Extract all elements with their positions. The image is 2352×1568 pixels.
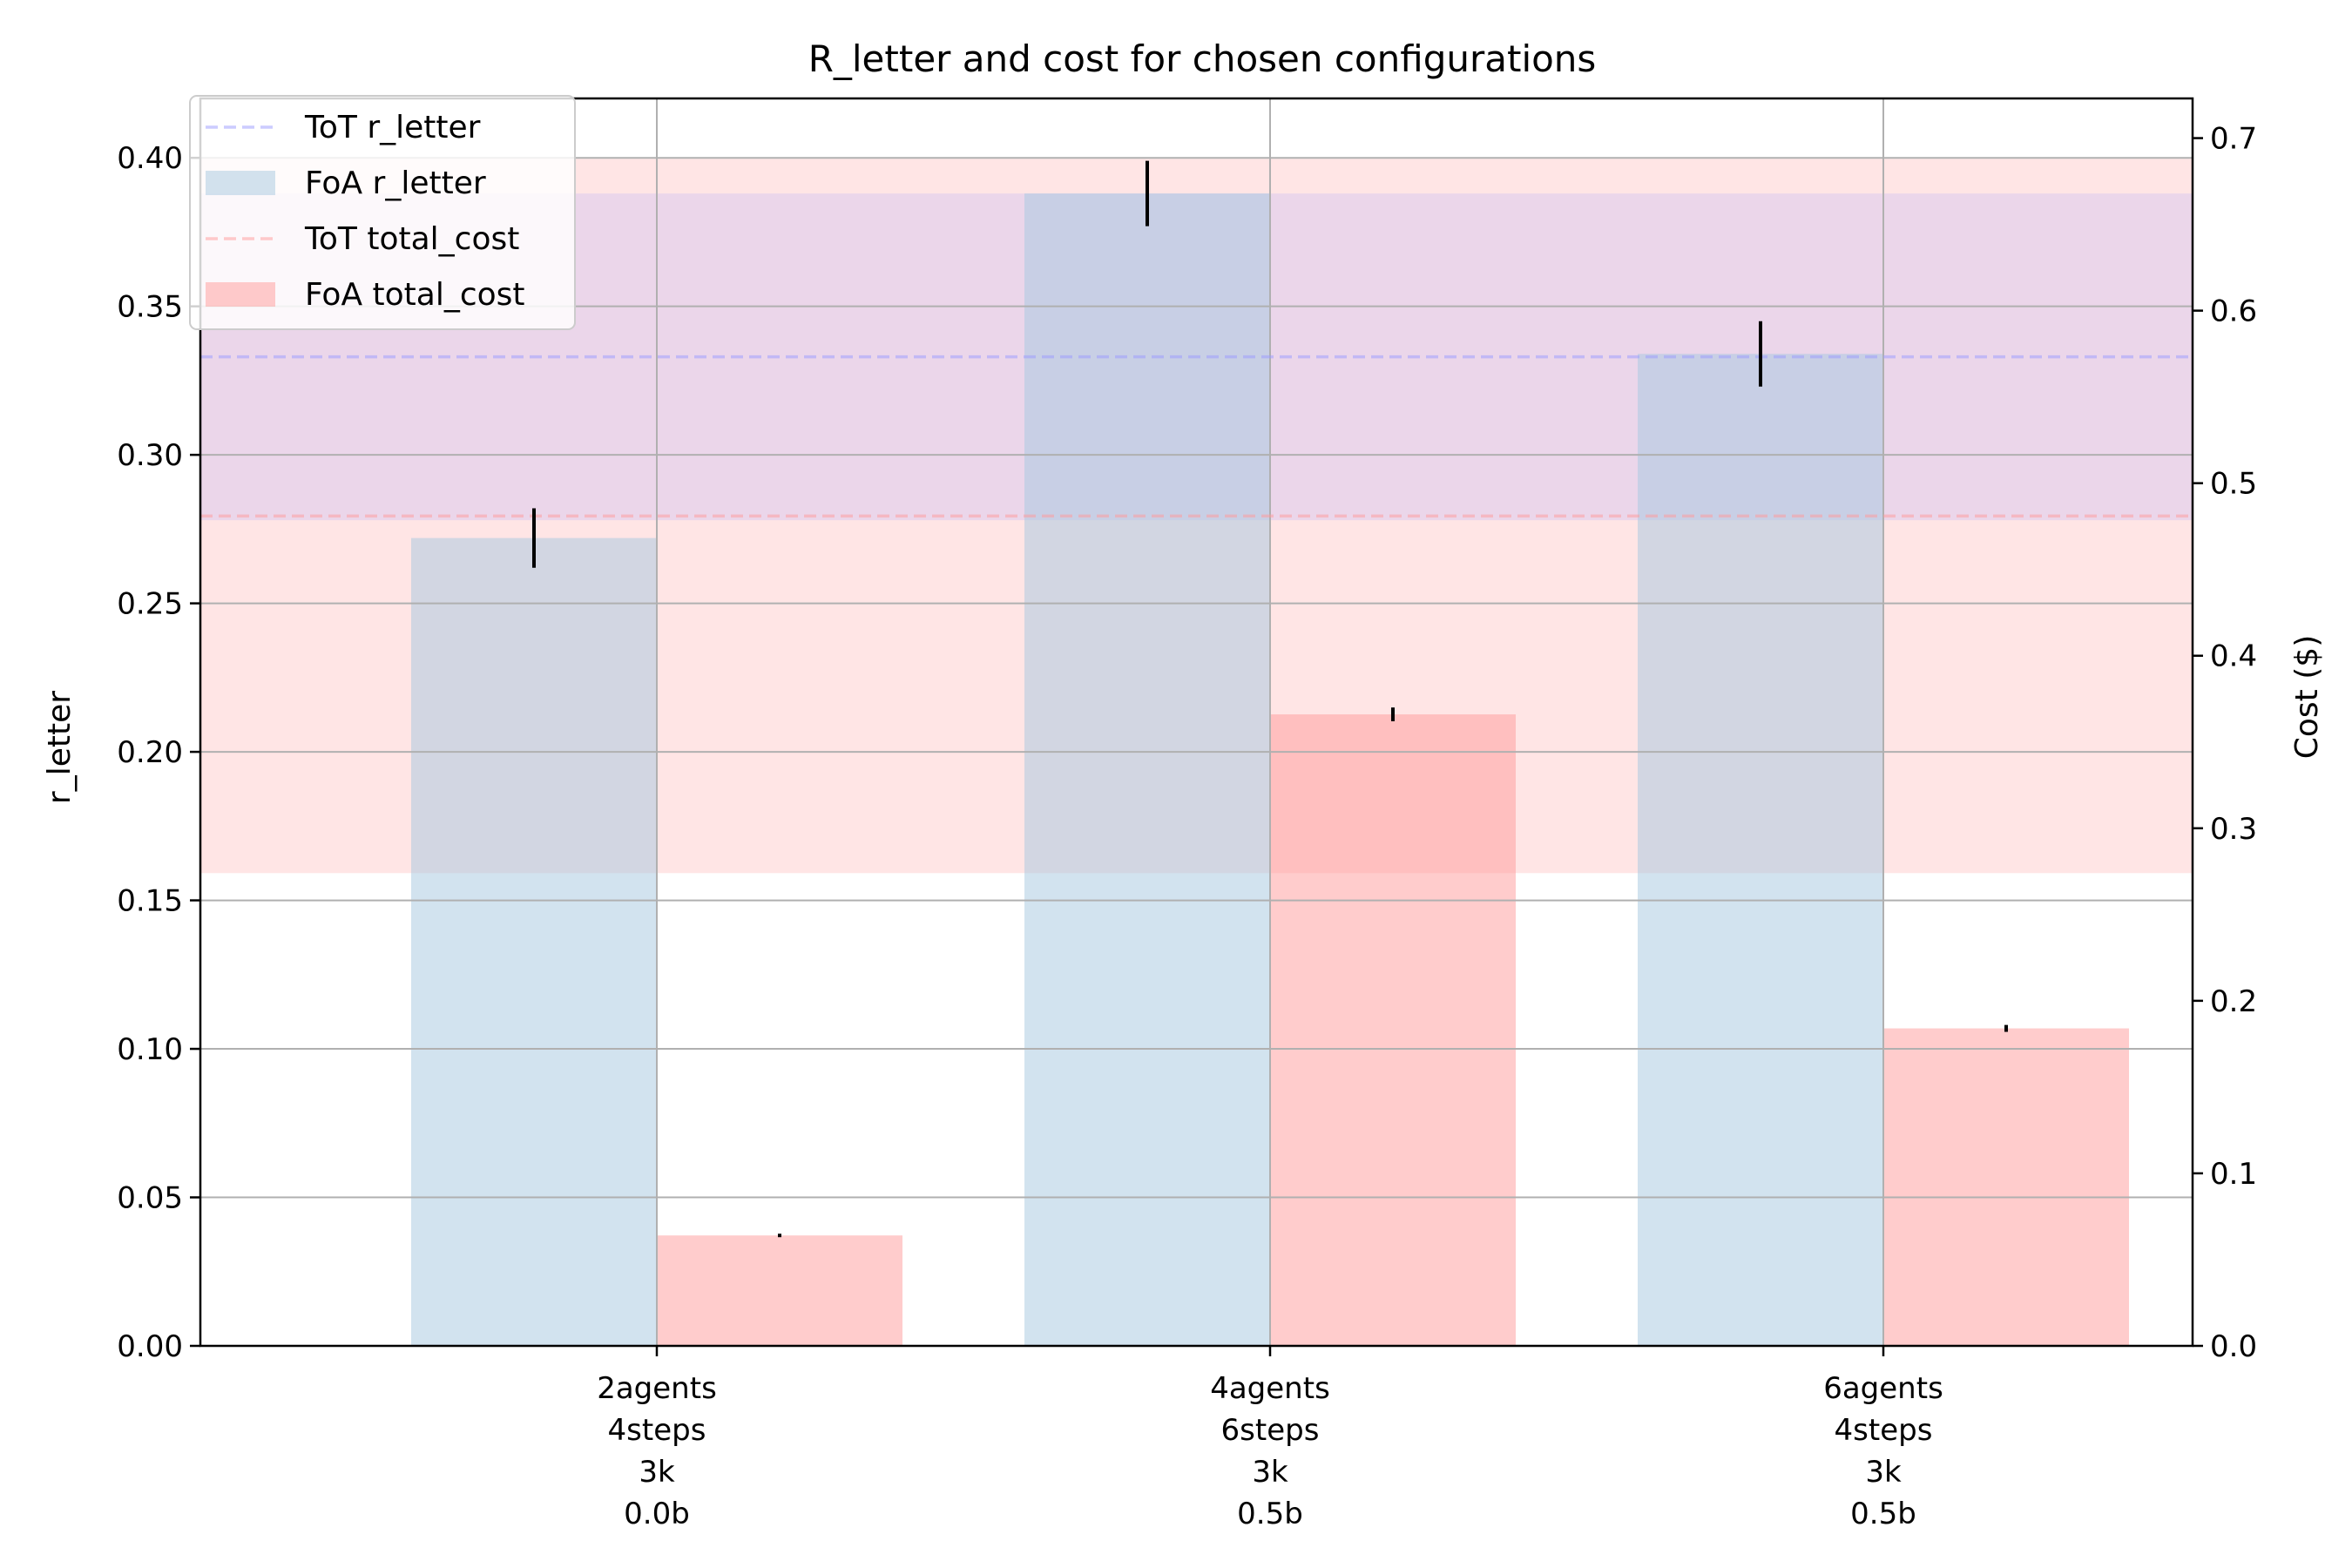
x-tick-label-2-line-2: 6steps [1221,1413,1320,1448]
plot-frame [199,97,2194,1348]
y-tick-label-right-1: 0.1 [2210,1157,2257,1192]
x-tick-label-2-line-4: 0.5b [1237,1497,1303,1531]
y-tick-label-right-5: 0.5 [2210,467,2257,502]
tick-labels: 0.00 0.05 0.10 0.15 0.20 0.25 0.30 0.35 0.40 0.0 0… [117,122,2257,1531]
y-tick-label-right-4: 0.4 [2210,639,2257,674]
error-bars [532,160,2008,1238]
y-tick-label-right-3: 0.3 [2210,812,2257,847]
y-tick-label-left-5: 0.25 [117,587,183,622]
bar-foa-total-cost-1 [657,1235,902,1346]
y-tick-label-left-3: 0.15 [117,884,183,919]
y-tick-label-left-8: 0.40 [117,141,183,176]
bar-foa-total-cost-2 [1270,714,1516,1346]
axes [190,97,2203,1356]
y-tick-label-left-7: 0.35 [117,290,183,325]
x-tick-label-1-line-3: 3k [639,1455,675,1490]
legend-box [189,95,576,330]
legend-label-tot-total-cost: ToT total_cost [304,221,519,257]
y-tick-label-left-6: 0.30 [117,438,183,473]
y-axis-label-right: Cost ($) [2289,635,2325,759]
legend-swatch-foa-total-cost [206,282,275,307]
legend-swatch-foa-r-letter [206,171,275,195]
y-axis-label-left: r_letter [42,691,78,804]
y-tick-label-right-0: 0.0 [2210,1329,2257,1364]
legend: ToT r_letter FoA r_letter ToT total_cost Fo… [189,95,576,330]
x-tick-label-2-line-1: 4agents [1210,1371,1330,1406]
legend-label-tot-r-letter: ToT r_letter [304,110,481,145]
x-tick-label-1-line-4: 0.0b [624,1497,690,1531]
legend-label-foa-r-letter: FoA r_letter [305,166,486,201]
bar-foa-r-letter-3 [1638,354,1883,1347]
y-tick-label-right-7: 0.7 [2210,122,2257,157]
x-tick-label-3-line-1: 6agents [1823,1371,1943,1406]
x-tick-label-3-line-3: 3k [1865,1455,1902,1490]
bars [411,193,2129,1347]
y-tick-label-right-2: 0.2 [2210,984,2257,1019]
y-tick-label-right-6: 0.6 [2210,294,2257,329]
bar-foa-r-letter-1 [411,537,657,1346]
x-tick-label-3-line-4: 0.5b [1850,1497,1916,1531]
bar-foa-r-letter-2 [1024,193,1270,1347]
y-tick-label-left-4: 0.20 [117,735,183,770]
y-tick-label-left-1: 0.05 [117,1181,183,1216]
chart-title: R_letter and cost for chosen configurati… [808,37,1597,80]
y-tick-label-left-2: 0.10 [117,1032,183,1067]
legend-label-foa-total-cost: FoA total_cost [305,277,525,313]
x-tick-label-1-line-1: 2agents [597,1371,717,1406]
bar-foa-total-cost-3 [1883,1028,2129,1346]
x-tick-label-2-line-3: 3k [1252,1455,1288,1490]
x-tick-label-1-line-2: 4steps [608,1413,706,1448]
x-tick-label-3-line-2: 4steps [1835,1413,1933,1448]
y-tick-label-left-0: 0.00 [117,1329,183,1364]
